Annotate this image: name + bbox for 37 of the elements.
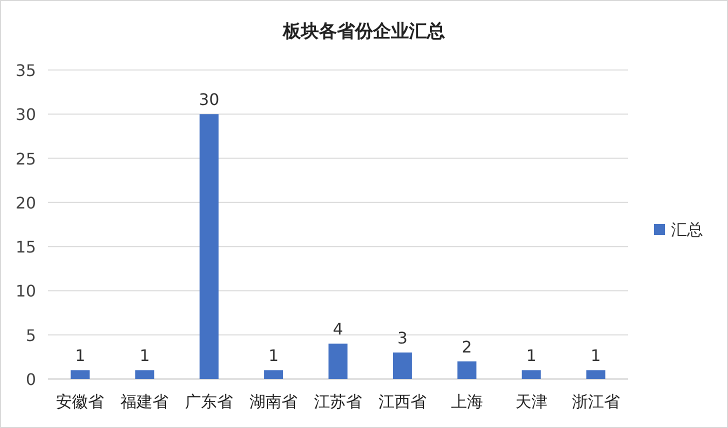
x-tick-label: 广东省	[185, 392, 234, 411]
bar	[586, 370, 606, 379]
data-label: 1	[75, 346, 86, 366]
data-label: 1	[268, 346, 279, 366]
bar	[70, 370, 90, 379]
x-tick-label: 福建省	[120, 392, 169, 411]
bar	[264, 370, 284, 379]
data-label: 1	[140, 346, 150, 366]
data-label: 4	[332, 320, 344, 339]
x-tick-label: 江苏省	[314, 392, 362, 411]
y-tick-label: 15	[16, 238, 36, 257]
bar	[200, 114, 219, 379]
data-label: 1	[590, 346, 601, 366]
bar	[328, 344, 348, 379]
y-tick-label: 0	[26, 370, 36, 389]
y-tick-label: 20	[16, 193, 36, 212]
x-tick-label: 天津	[515, 392, 548, 411]
data-label: 1	[526, 346, 536, 366]
y-tick-label: 5	[26, 326, 36, 345]
y-tick-label: 25	[16, 149, 36, 168]
x-tick-label: 上海	[450, 392, 483, 411]
y-tick-label: 10	[16, 282, 36, 301]
x-tick-label: 浙江省	[572, 392, 620, 411]
bar	[135, 370, 154, 379]
chart-title: 板块各省份企业汇总	[282, 21, 445, 42]
data-label: 30	[198, 90, 220, 110]
y-tick-label: 30	[16, 105, 36, 124]
data-label: 2	[462, 337, 472, 356]
bar	[392, 352, 412, 379]
data-label: 3	[397, 328, 408, 348]
bar	[522, 370, 541, 379]
legend-label: 汇总	[671, 220, 703, 239]
x-tick-label: 江西省	[378, 392, 426, 411]
y-tick-label: 35	[16, 61, 36, 80]
x-tick-label: 湖南省	[250, 392, 298, 411]
x-tick-label: 安徽省	[56, 392, 104, 411]
bar	[457, 361, 476, 379]
